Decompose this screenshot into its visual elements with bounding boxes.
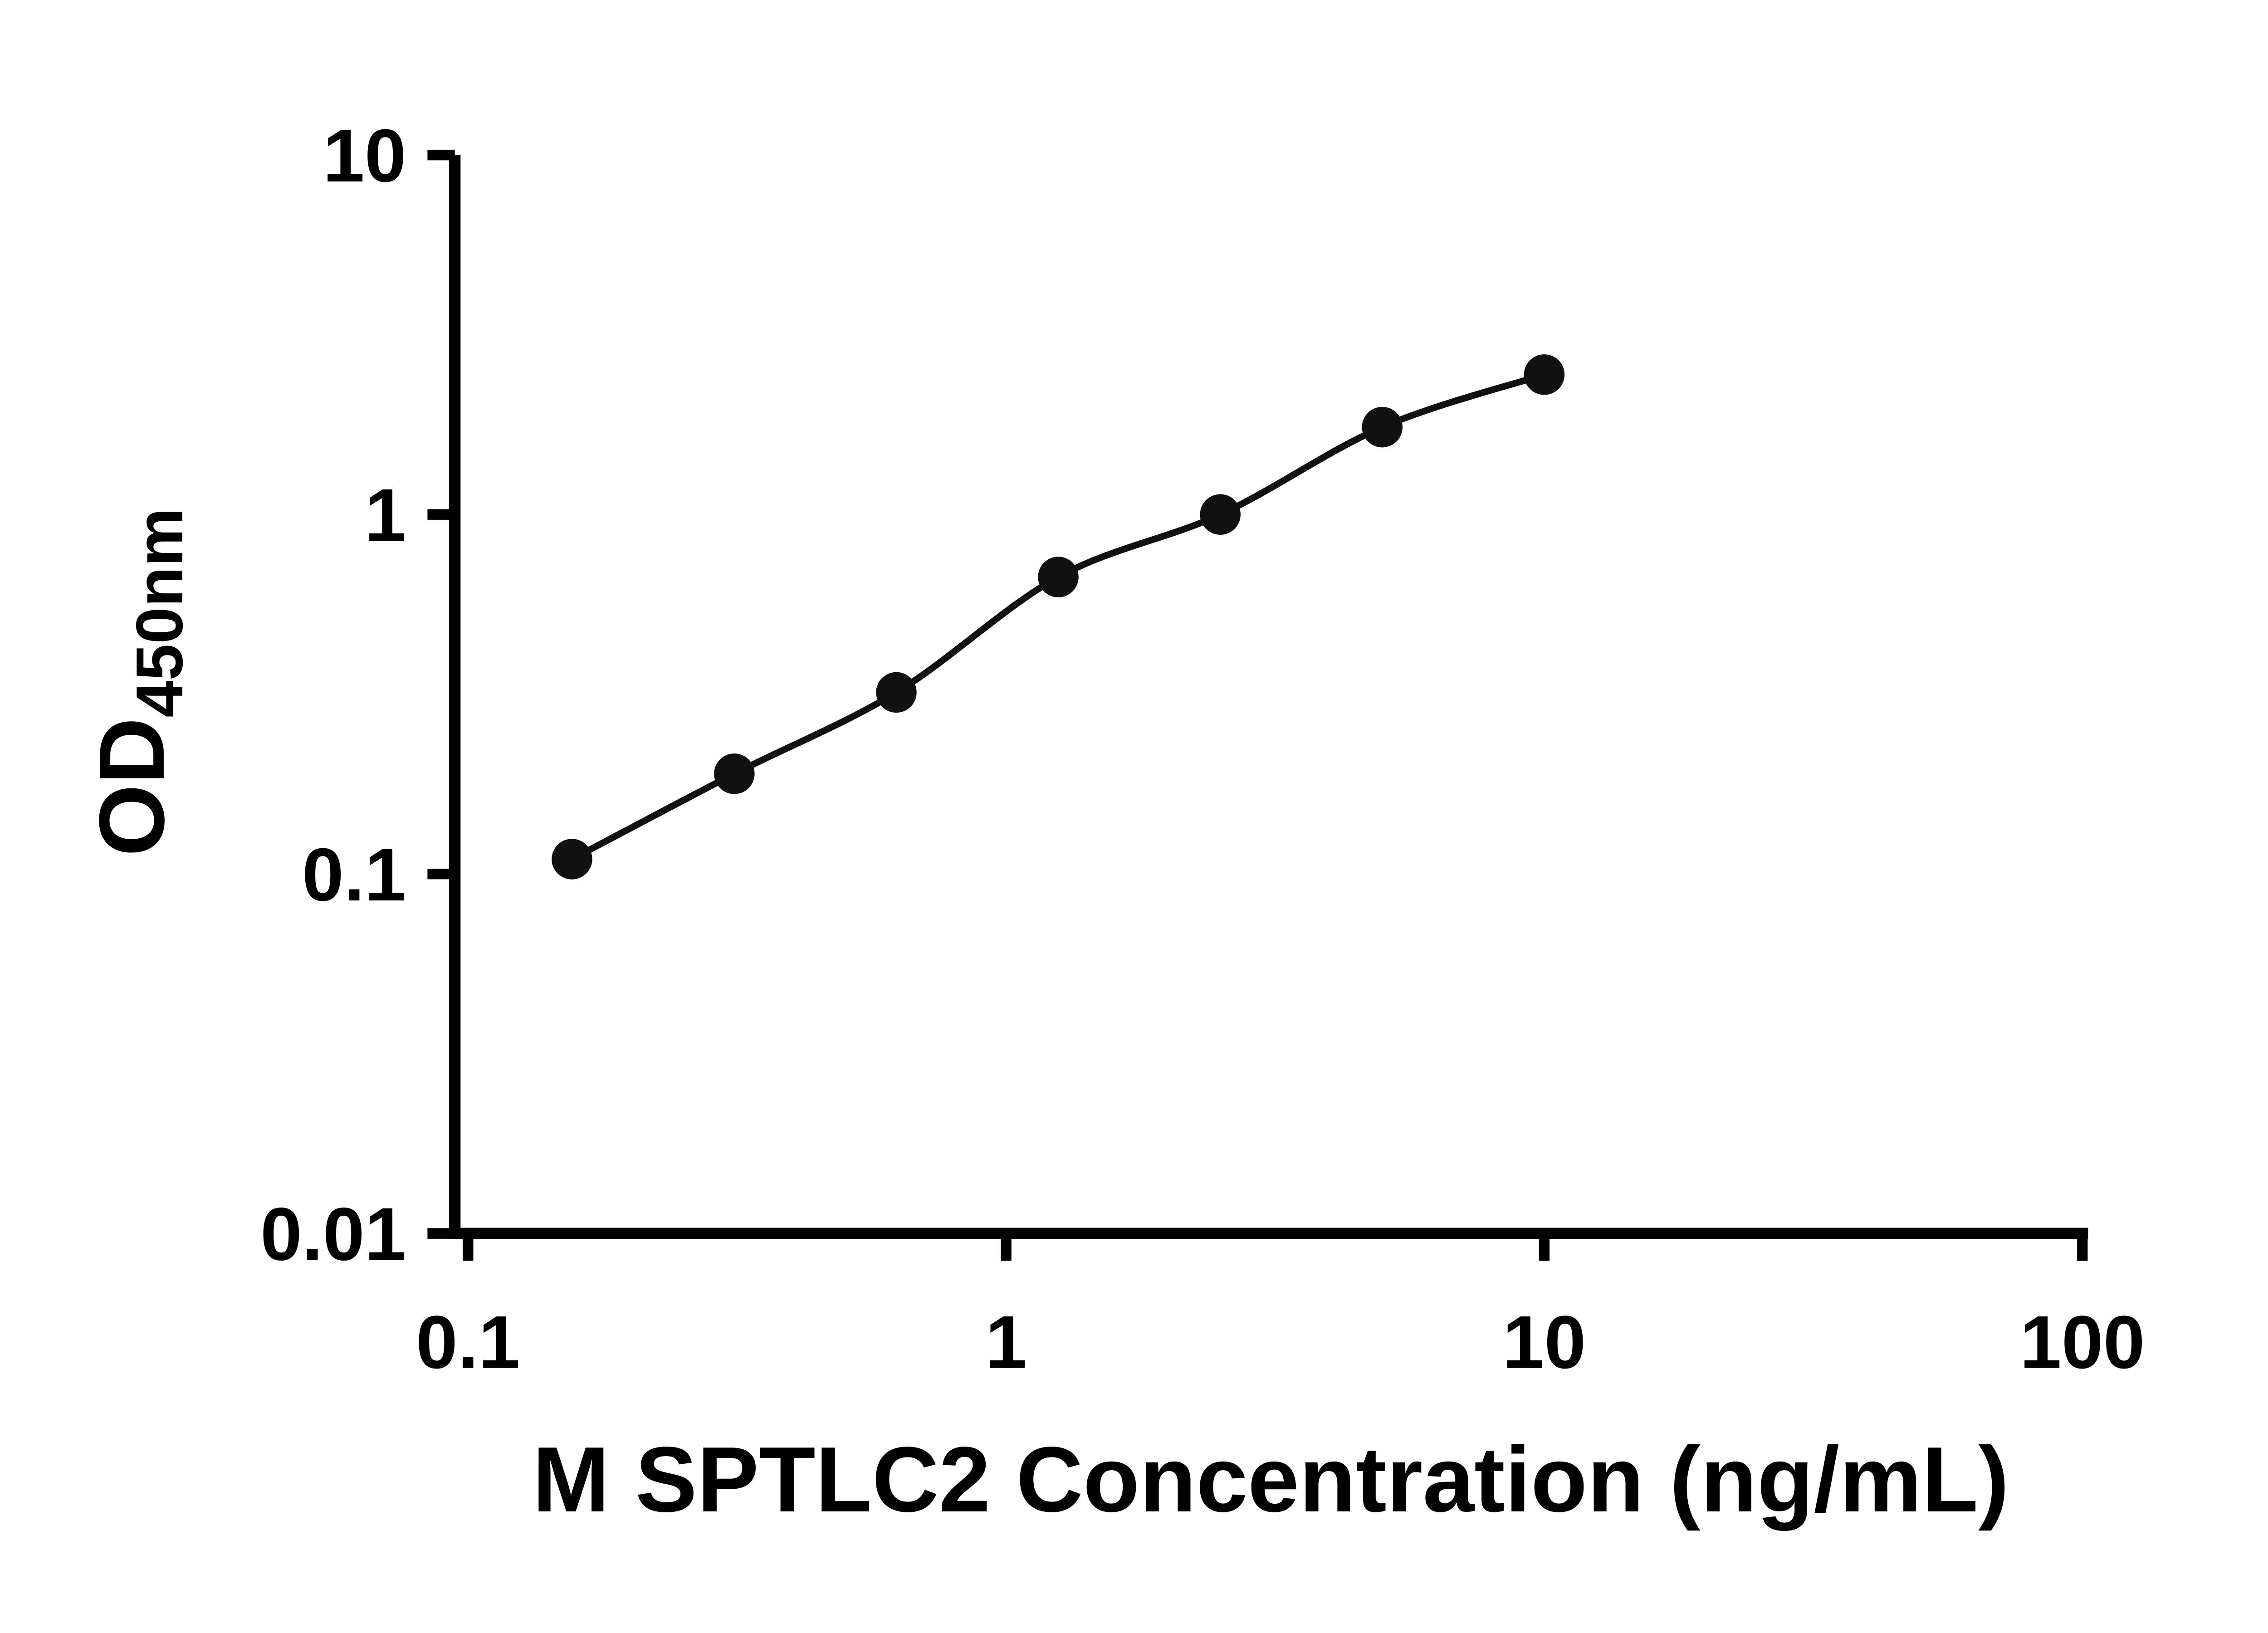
y-axis-tick-label: 0.01: [260, 1193, 406, 1276]
data-point: [1200, 494, 1241, 535]
x-axis-title: M SPTLC2 Concentration (ng/mL): [533, 1428, 2009, 1531]
fit-curve: [570, 371, 1545, 862]
y-axis-title: OD450nm: [80, 508, 196, 856]
x-axis-tick-label: 100: [2020, 1301, 2145, 1384]
y-axis-title-sub: 450nm: [122, 508, 196, 718]
data-point: [1038, 557, 1079, 597]
data-point: [876, 672, 917, 713]
data-point: [552, 839, 592, 880]
y-axis-title-main: OD: [80, 718, 184, 856]
y-axis-tick-label: 10: [323, 114, 406, 198]
x-axis-tick-label: 0.1: [416, 1301, 520, 1384]
elisa-standard-curve-figure: 0.1 1 10 100 0.01 0.1 1 10 M SPTLC2 Concentrati…: [18, 7, 2268, 1595]
y-axis-tick-label: 0.1: [302, 833, 406, 917]
y-axis-tick-label: 1: [365, 474, 406, 557]
axes: [449, 155, 2088, 1239]
data-point: [1524, 354, 1565, 395]
data-point: [714, 753, 755, 794]
data-point: [1362, 406, 1403, 448]
x-axis-tick-label: 10: [1503, 1301, 1586, 1384]
x-axis-tick-label: 1: [985, 1301, 1027, 1384]
